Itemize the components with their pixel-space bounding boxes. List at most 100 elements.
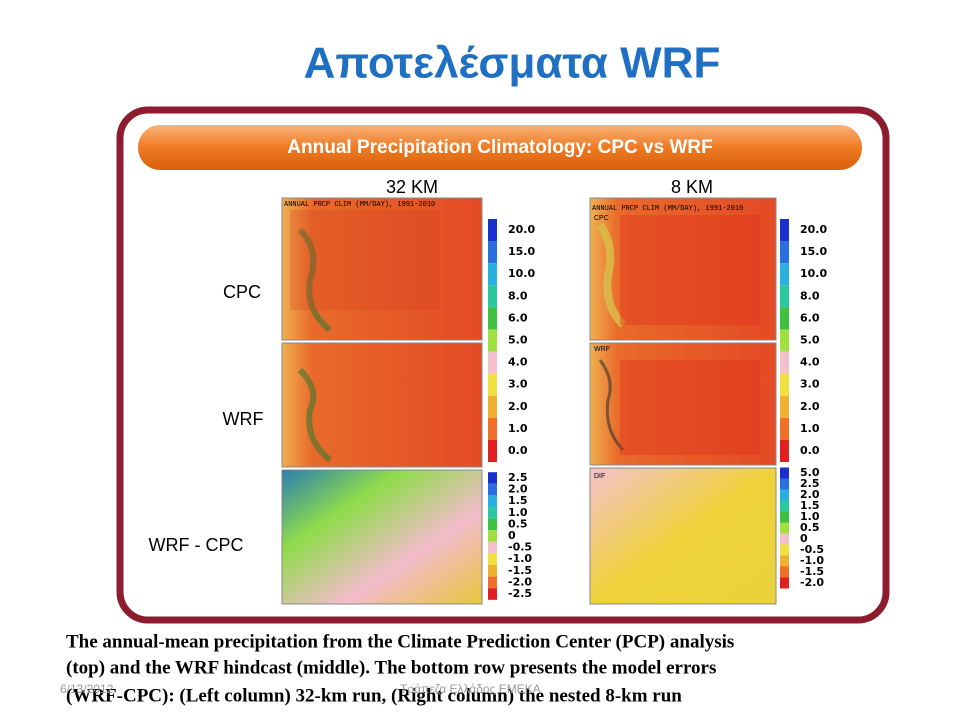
map-tag: WRF: [594, 346, 610, 353]
colorbar-swatch: [488, 395, 497, 418]
map-tag: DIF: [594, 473, 605, 480]
colorbar-label: 0.0: [508, 444, 528, 457]
footer-org: Τράπεζα Ελλάδος ΕΜΕΚΑ: [400, 682, 541, 696]
colorbar-swatch: [488, 329, 497, 352]
colorbar-label: 4.0: [800, 356, 820, 369]
row-label: WRF: [223, 409, 264, 429]
map: [589, 197, 777, 341]
colorbar-swatch: [488, 439, 497, 463]
colorbar-swatch: [488, 307, 497, 330]
colorbar-swatch: [488, 518, 497, 531]
colorbar-swatch: [780, 285, 789, 308]
colorbar-swatch: [780, 555, 789, 567]
colorbar-swatch: [488, 241, 497, 264]
colorbar-swatch: [780, 351, 789, 374]
colorbar-swatch: [488, 565, 497, 577]
colorbar-label: -2.0: [508, 575, 532, 588]
colorbar-swatch: [780, 544, 789, 556]
caption-line: The annual-mean precipitation from the C…: [66, 631, 734, 652]
colorbar-swatch: [780, 241, 789, 264]
colorbar-swatch: [780, 439, 789, 463]
colorbar-label: -1.0: [800, 554, 824, 567]
colorbar-swatch: [780, 467, 789, 479]
colorbar-swatch: [780, 329, 789, 352]
colorbar-swatch: [488, 263, 497, 286]
colorbar-label: 2.5: [508, 471, 528, 484]
colorbar-swatch: [780, 500, 789, 512]
map-tag: CPC: [594, 215, 609, 222]
colorbar-label: 3.0: [508, 378, 528, 391]
colorbar-label: 3.0: [800, 378, 820, 391]
colorbar-swatch: [780, 511, 789, 523]
colorbar-swatch: [488, 576, 497, 589]
colorbar-label: 1.0: [800, 422, 820, 435]
colorbar-swatch: [488, 541, 497, 554]
colorbar-swatch: [780, 577, 789, 589]
colorbar-swatch: [488, 285, 497, 308]
footer-date: 6/13/2012: [60, 682, 114, 696]
colorbar-swatch: [488, 553, 497, 565]
banner: [138, 125, 862, 170]
colorbar-swatch: [488, 373, 497, 396]
colorbar-swatch: [780, 533, 789, 545]
colorbar-swatch: [488, 351, 497, 374]
colorbar-label: 1.0: [508, 422, 528, 435]
colorbar-swatch: [780, 478, 789, 490]
map: [281, 469, 483, 605]
row-label: CPC: [223, 282, 261, 302]
colorbar-label: -1.5: [508, 564, 532, 577]
colorbar-swatch: [780, 373, 789, 396]
colorbar-swatch: [780, 263, 789, 286]
colorbar-label: -2.0: [800, 576, 824, 589]
colorbar-label: 15.0: [800, 245, 827, 258]
colorbar-label: -1.0: [508, 552, 532, 565]
caption-line: (top) and the WRF hindcast (middle). The…: [66, 657, 716, 678]
colorbar-label: 20.0: [800, 223, 827, 236]
colorbar-label: -2.5: [508, 587, 532, 600]
column-header: 32 KM: [386, 177, 438, 197]
colorbar-swatch: [488, 472, 497, 484]
colorbar-swatch: [780, 307, 789, 330]
colorbar-swatch: [780, 218, 789, 242]
colorbar-swatch: [488, 530, 497, 542]
colorbar-label: 15.0: [508, 245, 535, 258]
map-panels: [281, 197, 777, 605]
colorbar-label: 2.0: [508, 400, 528, 413]
colorbar-label: 4.0: [508, 356, 528, 369]
row-label: WRF - CPC: [149, 535, 244, 555]
colorbar-label: 1.0: [508, 506, 528, 519]
colorbar-label: 1.5: [800, 499, 820, 512]
column-header: 8 KM: [671, 177, 713, 197]
colorbar-swatch: [488, 483, 497, 496]
colorbar-swatch: [780, 522, 789, 534]
colorbar-label: 0.0: [800, 444, 820, 457]
colorbar-label: 2.0: [800, 488, 820, 501]
colorbar-label: -0.5: [508, 541, 532, 554]
colorbar-label: 20.0: [508, 223, 535, 236]
colorbar-label: 5.0: [508, 334, 528, 347]
colorbar-label: 2.0: [508, 483, 528, 496]
colorbar-label: 0: [800, 532, 808, 545]
colorbar-label: 2.5: [800, 477, 820, 490]
colorbar-swatch: [780, 489, 789, 501]
colorbar-label: -0.5: [800, 543, 824, 556]
colorbar-swatch: [488, 588, 497, 600]
colorbar-label: 8.0: [508, 289, 528, 302]
map: [589, 342, 777, 466]
colorbar-label: 8.0: [800, 289, 820, 302]
colorbar-swatch: [780, 566, 789, 578]
colorbar-label: 5.0: [800, 466, 820, 479]
banner-text: Annual Precipitation Climatology: CPC vs…: [287, 137, 712, 158]
colorbar-label: 5.0: [800, 334, 820, 347]
colorbar-swatch: [488, 218, 497, 242]
colorbar-swatch: [488, 417, 497, 440]
colorbar-label: 6.0: [800, 311, 820, 324]
map-title: ANNUAL PRCP CLIM (MM/DAY), 1991-2010: [592, 205, 743, 213]
colorbar-swatch: [488, 495, 497, 507]
map-title: ANNUAL PRCP CLIM (MM/DAY), 1991-2010: [284, 201, 435, 209]
colorbar-label: 2.0: [800, 400, 820, 413]
slide-title: Αποτελέσματα WRF: [304, 39, 721, 88]
colorbar-label: 0.5: [800, 521, 820, 534]
colorbar-swatch: [780, 417, 789, 440]
